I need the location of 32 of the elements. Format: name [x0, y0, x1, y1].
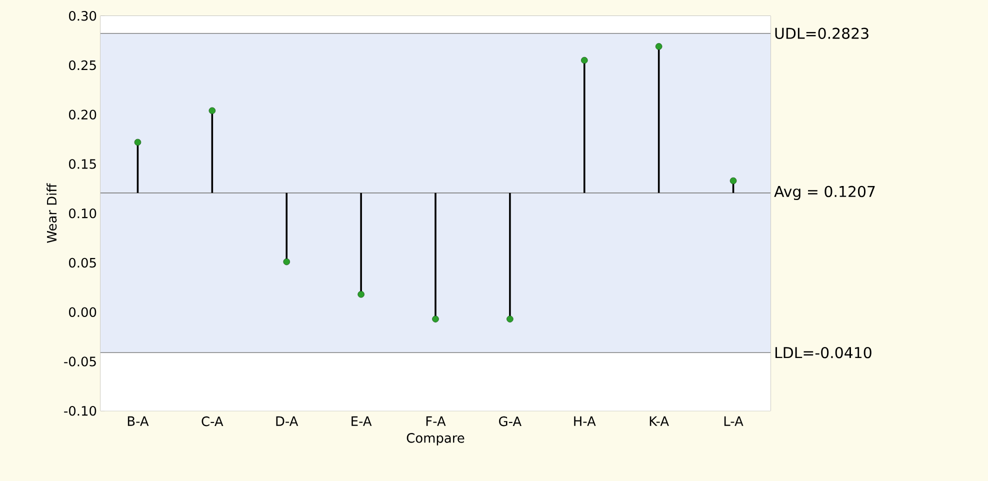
x-tick-label: C-A [202, 416, 224, 426]
x-tick-label: E-A [352, 416, 372, 426]
y-tick-label: 0.20 [69, 110, 96, 120]
x-axis-title: Compare [406, 433, 464, 446]
x-tick-label: D-A [276, 416, 298, 426]
ref-line-label: LDL=-0.0410 [775, 346, 872, 358]
y-tick-label: 0.05 [69, 258, 96, 268]
x-tick-label: K-A [650, 416, 669, 426]
y-tick-label: 0.15 [69, 159, 96, 169]
x-tick-label: H-A [574, 416, 596, 426]
point [655, 43, 662, 50]
x-tick-label: L-A [724, 416, 744, 426]
point [283, 258, 290, 266]
y-tick-label: 0.00 [69, 307, 96, 318]
y-axis-title: Wear Diff [46, 183, 57, 243]
point [358, 290, 364, 298]
x-tick-label: F-A [426, 416, 446, 426]
point [432, 316, 439, 322]
point [730, 177, 737, 184]
ref-line-label: UDL=0.2823 [775, 28, 868, 40]
y-tick-label: -0.05 [64, 356, 96, 366]
point [134, 138, 142, 146]
y-tick-label: 0.30 [69, 10, 96, 21]
y-tick-label: -0.10 [64, 406, 96, 416]
point [581, 56, 588, 64]
ref-line-label: Avg = 0.1207 [774, 186, 875, 200]
y-tick-label: 0.10 [69, 208, 96, 218]
x-tick-label: G-A [499, 416, 522, 426]
point [506, 316, 514, 322]
point [208, 107, 216, 114]
x-tick-label: B-A [128, 416, 149, 426]
y-tick-label: 0.25 [69, 60, 96, 70]
